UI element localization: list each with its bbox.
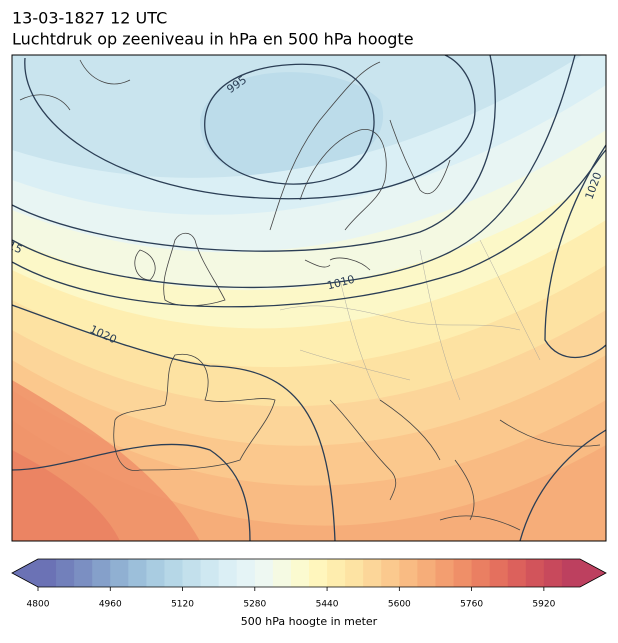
colorbar-segment (146, 559, 165, 587)
colorbar-extend-high (580, 559, 606, 587)
colorbar-segment (363, 559, 382, 587)
colorbar-extend-low (12, 559, 38, 587)
colorbar-tick-label: 5600 (388, 600, 411, 610)
colorbar-segment (200, 559, 220, 587)
colorbar-segment (381, 559, 400, 587)
isobar (204, 63, 375, 185)
field (12, 450, 120, 541)
colorbar-tick-label: 4960 (99, 600, 122, 610)
colorbar-segment (417, 559, 436, 587)
colorbar-segment (236, 559, 256, 587)
colorbar-segment (525, 559, 545, 587)
colorbar-segment (56, 559, 75, 587)
coastline (269, 61, 451, 231)
colorbar-segment (543, 559, 563, 587)
colorbar-segment (561, 559, 581, 587)
colorbar-segment (92, 559, 111, 587)
isobar (519, 429, 606, 541)
colorbar-segment (290, 559, 310, 587)
colorbar-tick-label: 5440 (316, 600, 339, 610)
coastline (134, 232, 226, 307)
isobar (12, 304, 336, 541)
isobar (12, 55, 576, 289)
title: 13-03-1827 12 UTC (12, 9, 167, 28)
isobar (12, 55, 496, 252)
map-frame (11, 54, 607, 542)
coastline (113, 353, 276, 471)
colorbar-segment (453, 559, 473, 587)
subtitle: Luchtdruk op zeeniveau in hPa en 500 hPa… (12, 30, 414, 49)
isobar (24, 55, 476, 200)
colorbar-segment (164, 559, 184, 587)
colorbar-tick-label: 5920 (532, 600, 555, 610)
colorbar-tick-label: 4800 (27, 600, 50, 610)
colorbar-segment (435, 559, 455, 587)
colorbar-segment (254, 559, 274, 587)
coastline (19, 59, 131, 111)
colorbar-segment (110, 559, 129, 587)
colorbar: 4800 4960 5120 5280 5440 5600 5760 5920 (11, 558, 607, 610)
colorbar-segment (399, 559, 418, 587)
colorbar-label: 500 hPa hoogte in meter (241, 615, 378, 628)
colorbar-segment (471, 559, 491, 587)
border (279, 239, 541, 401)
colorbar-tick-label: 5760 (460, 600, 483, 610)
colorbar-segment (74, 559, 93, 587)
colorbar-segment (38, 559, 57, 587)
colorbar-segment (218, 559, 238, 587)
colorbar-tick-label: 5280 (243, 600, 266, 610)
colorbar-tick-label: 5120 (171, 600, 194, 610)
colorbar-segment (507, 559, 527, 587)
colorbar-segment (272, 559, 292, 587)
colorbar-segment (345, 559, 364, 587)
colorbar-segment (182, 559, 202, 587)
coastline (304, 257, 601, 531)
colorbar-segment (309, 559, 328, 587)
isobar (12, 149, 606, 308)
isobar (544, 144, 606, 359)
colorbar-segment (489, 559, 509, 587)
colorbar-segment (327, 559, 346, 587)
colorbar-segment (128, 559, 147, 587)
colorbar-outline (11, 558, 607, 588)
isobar (12, 443, 251, 541)
